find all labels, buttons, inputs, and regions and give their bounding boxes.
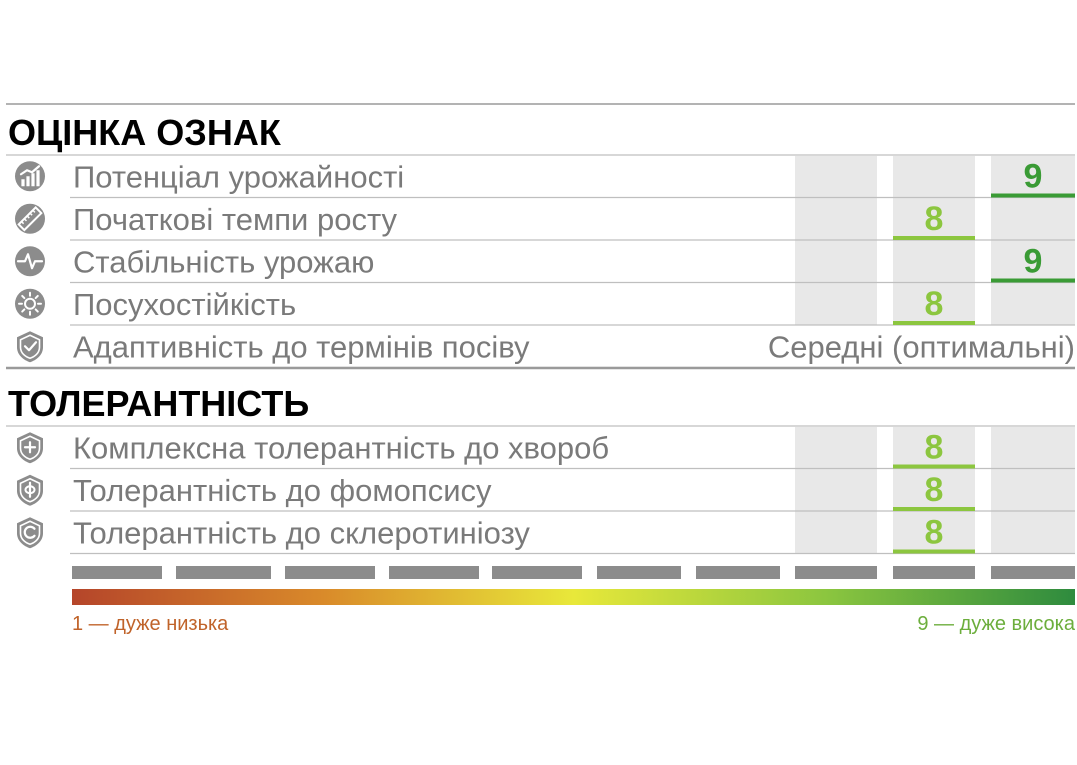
scale-step-block xyxy=(285,566,375,579)
score-value: 9 xyxy=(1024,243,1043,281)
row-label: Адаптивність до термінів посіву xyxy=(73,329,530,364)
score-value: 8 xyxy=(925,429,944,467)
icon-c-arc xyxy=(23,525,36,539)
icon-bar xyxy=(21,179,25,187)
ruler-icon xyxy=(15,203,45,234)
score-value: 8 xyxy=(925,514,944,552)
icon-ruler-tick xyxy=(20,221,25,225)
scale-step-block xyxy=(991,566,1075,579)
sun-icon xyxy=(15,288,45,319)
score-column-bg xyxy=(991,427,1075,554)
icon-bar xyxy=(31,173,35,187)
row-label: Потенціал урожайності xyxy=(73,159,404,194)
icon-check xyxy=(23,341,38,352)
icon-sun-ray xyxy=(34,308,39,313)
section-title: ТОЛЕРАНТНІСТЬ xyxy=(8,383,309,424)
row-label: Посухостійкість xyxy=(73,287,296,322)
shield-phi-icon xyxy=(17,474,43,506)
icon-disc xyxy=(15,203,45,234)
icon-sun-ray xyxy=(21,308,26,313)
row-text-value: Середні (оптимальні) xyxy=(768,329,1075,364)
score-column-bg xyxy=(893,427,975,554)
scale-step-block xyxy=(795,566,877,579)
score-bar xyxy=(991,278,1075,283)
legend-high-label: 9 — дуже висока xyxy=(917,613,1076,635)
scale-step-block xyxy=(696,566,780,579)
score-bar xyxy=(893,507,975,511)
score-column-bg xyxy=(795,427,877,554)
legend-layer: 1 — дуже низька 9 — дуже висока xyxy=(72,566,1076,635)
icon-ruler-tick xyxy=(26,215,30,219)
icon-trend xyxy=(19,165,41,176)
row-label: Комплексна толерантність до хвороб xyxy=(73,430,609,465)
score-value: 8 xyxy=(925,200,944,238)
score-bar xyxy=(893,549,975,554)
bar-chart-growth-icon xyxy=(15,161,45,192)
icon-sun-core xyxy=(24,297,36,310)
row-label: Толерантність до фомопсису xyxy=(73,473,492,508)
score-bar xyxy=(893,321,975,325)
icon-bar xyxy=(26,176,30,187)
icon-ruler-tick xyxy=(32,209,36,213)
icon-ruler-body xyxy=(17,206,43,232)
row-label: Толерантність до склеротиніозу xyxy=(73,515,530,550)
shield-c-icon xyxy=(17,517,43,549)
icon-ruler-tick xyxy=(29,212,33,216)
icon-sun-ray xyxy=(34,294,39,300)
score-value: 8 xyxy=(925,471,944,509)
scale-step-block xyxy=(389,566,479,579)
legend-low-label: 1 — дуже низька xyxy=(72,613,229,635)
scale-step-block xyxy=(597,566,681,579)
scale-step-block xyxy=(72,566,162,579)
score-bar xyxy=(893,236,975,240)
icon-disc xyxy=(15,161,45,192)
section-title: ОЦІНКА ОЗНАК xyxy=(8,112,282,153)
row-label: Початкові темпи росту xyxy=(73,202,398,237)
icon-shield-rim xyxy=(19,334,41,360)
shield-plus-icon xyxy=(17,432,43,464)
pulse-line-icon xyxy=(15,246,45,277)
row-label: Стабільність урожаю xyxy=(73,244,374,279)
score-value: 9 xyxy=(1024,158,1043,196)
score-value: 8 xyxy=(925,285,944,323)
icon-ruler-tick xyxy=(23,218,27,222)
scale-step-block xyxy=(176,566,271,579)
icon-bar xyxy=(36,170,40,187)
content-layer: ОЦІНКА ОЗНАК Потенціал урожайності 9 Початк… xyxy=(8,112,1075,554)
icon-sun-ray xyxy=(21,294,26,300)
shield-check-icon xyxy=(17,331,43,363)
scale-step-block xyxy=(893,566,975,579)
icon-pulse xyxy=(16,253,44,270)
score-bar xyxy=(893,464,975,469)
rating-gradient-bar xyxy=(72,589,1075,605)
score-bar xyxy=(991,193,1075,198)
icon-shield-rim xyxy=(19,477,41,503)
icon-shield-rim xyxy=(19,435,41,461)
icon-shield-rim xyxy=(19,520,41,546)
scale-step-block xyxy=(492,566,582,579)
